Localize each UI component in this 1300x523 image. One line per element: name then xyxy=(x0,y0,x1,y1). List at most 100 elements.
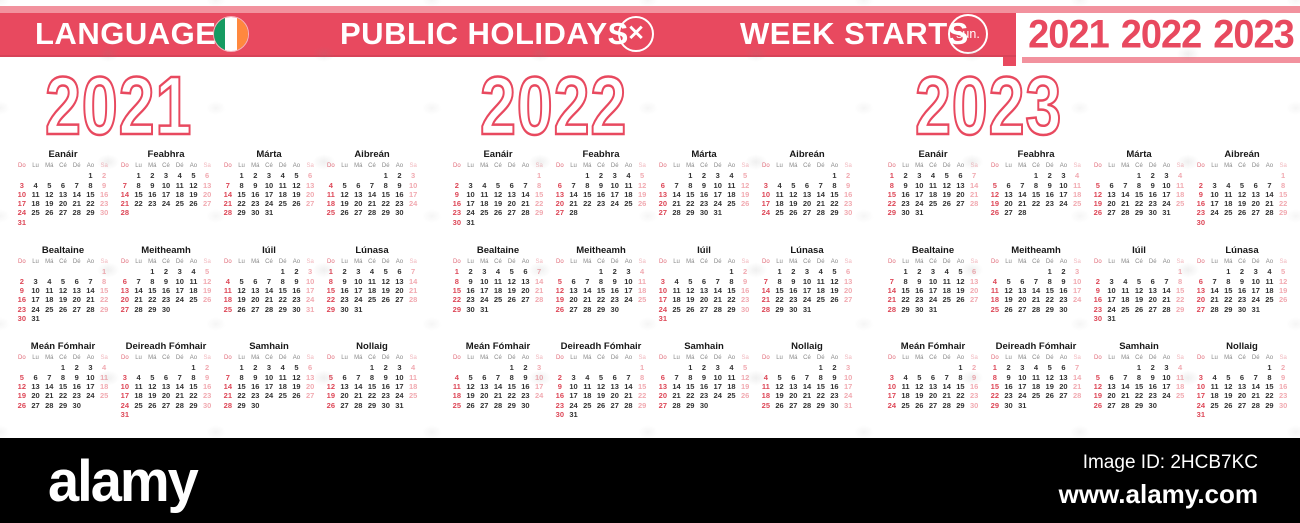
header-top-strip xyxy=(0,6,1300,13)
day-cell: 17 xyxy=(1162,189,1171,199)
day-cell: 27 xyxy=(1004,208,1013,218)
day-cell: 16 xyxy=(1093,295,1103,305)
day-cell: 24 xyxy=(1210,208,1219,218)
days-grid: Do Lu Má Cé Dé Ao Sa 1 2 3 4 5 6 7 8 9 10 11 12 13 14 15 16 17 1… xyxy=(324,162,420,218)
day-cell: 7 xyxy=(88,276,93,286)
empty-day-cell xyxy=(1263,171,1277,180)
day-cell: 11 xyxy=(1121,285,1130,295)
empty-day-cell xyxy=(670,171,684,180)
mini-year-2021[interactable]: 2021 xyxy=(1028,12,1110,57)
day-cell: 12 xyxy=(17,382,27,392)
empty-day-cell xyxy=(786,363,800,372)
weekday-header: Ao xyxy=(1059,259,1068,266)
day-cell: 4 xyxy=(1075,171,1080,181)
day-cell: 25 xyxy=(990,304,1000,314)
weekday-header: Dé xyxy=(175,259,184,266)
weekday-header: Sa xyxy=(844,163,852,169)
weekday-header: Lu xyxy=(238,355,245,362)
holidays-off-x-icon[interactable]: ✕ xyxy=(618,16,654,52)
mini-year-2023[interactable]: 2023 xyxy=(1213,12,1295,57)
ireland-flag-icon[interactable] xyxy=(213,16,249,52)
day-cell: 10 xyxy=(305,276,315,286)
weekday-header: Lu xyxy=(902,259,909,266)
month-calendar: Bealtaine Do Lu Má Cé Dé Ao Sa 1 2 3 4 5 6 7 8 9 10 11 12 13… xyxy=(450,245,546,323)
day-cell: 30 xyxy=(789,304,798,314)
day-cell: 20 xyxy=(802,199,812,209)
day-cell: 4 xyxy=(177,171,182,181)
day-cell: 12 xyxy=(1224,382,1233,392)
empty-day-cell xyxy=(15,363,29,372)
day-cell: 6 xyxy=(846,267,851,277)
day-cell: 17 xyxy=(17,199,27,209)
day-cell: 19 xyxy=(148,391,157,401)
day-cell: 12 xyxy=(45,189,54,199)
month-title: Meitheamh xyxy=(1011,245,1061,257)
day-cell: 23 xyxy=(340,295,349,305)
weekday-header: Cé xyxy=(1135,163,1143,169)
day-cell: 27 xyxy=(843,295,853,305)
day-cell: 11 xyxy=(1176,180,1185,190)
day-cell: 3 xyxy=(889,372,894,382)
day-cell: 6 xyxy=(1253,180,1258,190)
month-calendar: Aibreán Do Lu Má Cé Dé Ao Sa 1 2 3 4 5 6 7 8 9 10 11 12 13 14… xyxy=(1194,149,1290,227)
day-cell: 16 xyxy=(1237,285,1247,295)
day-cell: 7 xyxy=(1075,363,1080,373)
weekday-header: Cé xyxy=(803,259,811,266)
day-cell: 2 xyxy=(397,171,402,181)
month-calendar: Nollaig Do Lu Má Cé Dé Ao Sa 1 2 3 4 5 6 7 8 9 10 11 12 13 14… xyxy=(324,341,420,419)
days-grid: Do Lu Má Cé Dé Ao Sa 1 2 3 4 5 6 7 8 9 10 11 12 13 14 15 16 17 1… xyxy=(988,258,1084,314)
day-cell: 5 xyxy=(239,276,244,286)
day-cell: 13 xyxy=(161,382,171,392)
weekday-header: Ao xyxy=(727,163,736,169)
day-cell: 27 xyxy=(507,208,516,218)
day-cell: 3 xyxy=(763,180,768,190)
day-cell: 27 xyxy=(202,199,212,209)
empty-day-cell xyxy=(1105,171,1119,180)
empty-day-cell xyxy=(464,171,478,180)
mini-year-2022[interactable]: 2022 xyxy=(1120,12,1203,57)
day-cell: 7 xyxy=(47,372,52,382)
day-cell: 18 xyxy=(480,199,489,209)
day-cell: 24 xyxy=(569,400,578,410)
empty-day-cell xyxy=(683,267,697,276)
day-cell: 20 xyxy=(569,295,578,305)
month-calendar: Márta Do Lu Má Cé Dé Ao Sa 1 2 3 4 5 6 7 8 9 10 11 12 13 14 15… xyxy=(221,149,317,227)
day-cell: 6 xyxy=(1109,180,1114,190)
empty-day-cell xyxy=(118,267,132,276)
day-cell: 25 xyxy=(452,400,462,410)
day-cell: 16 xyxy=(148,189,157,199)
day-cell: 31 xyxy=(466,217,475,227)
day-cell: 18 xyxy=(637,285,647,295)
weekday-header: Lu xyxy=(902,355,909,362)
day-cell: 29 xyxy=(99,304,109,314)
empty-day-cell xyxy=(656,363,670,372)
day-cell: 13 xyxy=(610,382,619,392)
day-cell: 21 xyxy=(672,199,681,209)
day-cell: 24 xyxy=(843,391,853,401)
day-cell: 22 xyxy=(990,391,1000,401)
day-cell: 5 xyxy=(1047,363,1052,373)
day-cell: 9 xyxy=(1150,180,1155,190)
day-cell: 22 xyxy=(1224,295,1233,305)
empty-day-cell xyxy=(1194,267,1208,276)
day-cell: 7 xyxy=(1267,180,1272,190)
day-cell: 22 xyxy=(278,295,287,305)
day-cell: 10 xyxy=(534,372,544,382)
empty-day-cell xyxy=(786,171,800,180)
day-cell: 11 xyxy=(727,372,736,382)
weekday-header: Sa xyxy=(409,163,417,169)
day-cell: 25 xyxy=(901,400,910,410)
day-cell: 12 xyxy=(340,189,349,199)
weekday-header: Má xyxy=(1121,355,1130,362)
empty-day-cell xyxy=(926,363,940,372)
week-starts-sun-badge[interactable]: sun. xyxy=(948,14,988,54)
day-cell: 27 xyxy=(1251,208,1260,218)
day-cell: 4 xyxy=(33,180,38,190)
day-cell: 26 xyxy=(956,295,965,305)
day-cell: 15 xyxy=(237,382,246,392)
weekday-header: Do xyxy=(556,355,564,362)
day-cell: 22 xyxy=(686,391,695,401)
day-cell: 25 xyxy=(727,391,736,401)
empty-day-cell xyxy=(1091,363,1105,372)
day-cell: 26 xyxy=(340,208,349,218)
